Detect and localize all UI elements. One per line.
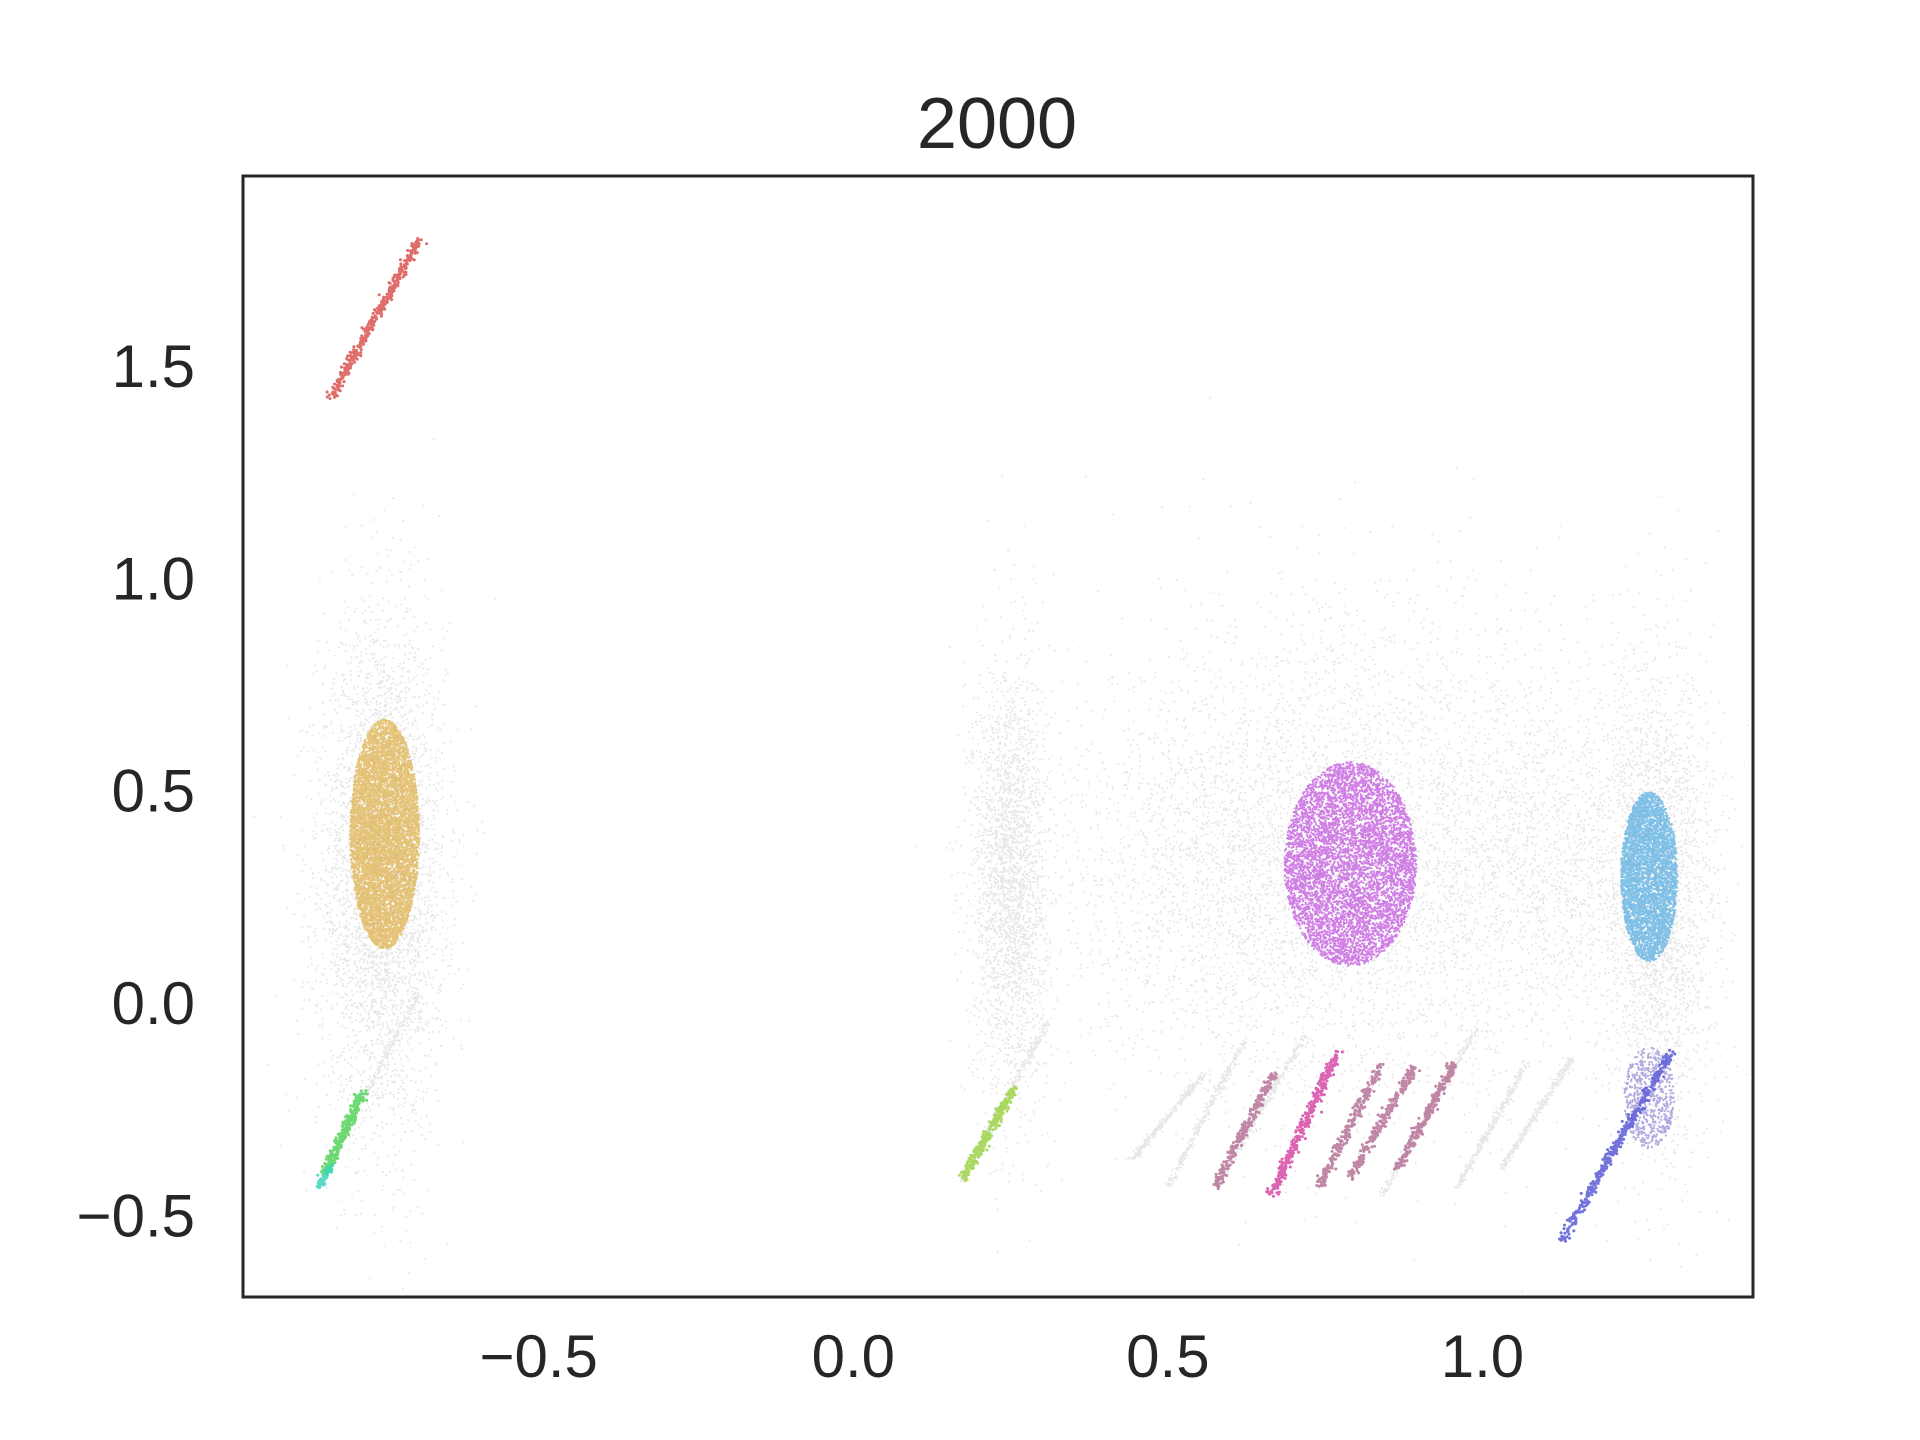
y-tick-label: 0.5 (112, 758, 195, 825)
x-tick-label: 0.5 (1126, 1323, 1209, 1390)
x-tick-label: 1.0 (1441, 1323, 1524, 1390)
chart-title: 2000 (917, 84, 1077, 164)
x-tick-label: 0.0 (812, 1323, 895, 1390)
y-axis: −0.5 0.0 0.5 1.0 1.5 (77, 333, 195, 1249)
x-tick-label: −0.5 (479, 1323, 597, 1390)
plot-area (253, 237, 1749, 1293)
x-axis: −0.5 0.0 0.5 1.0 (479, 1323, 1524, 1390)
series-4-points (1623, 1046, 1676, 1150)
y-tick-label: 1.5 (112, 333, 195, 400)
series-9-points (1212, 1061, 1457, 1191)
series-7-points (957, 1085, 1018, 1183)
series-6-points (315, 1162, 335, 1190)
series-8-points (1265, 1049, 1344, 1198)
series-2-points (1283, 761, 1418, 967)
series-0-points (325, 237, 429, 401)
series-3-points (1620, 791, 1679, 963)
y-tick-label: 1.0 (112, 545, 195, 612)
series-5-points (320, 1089, 369, 1177)
y-tick-label: 0.0 (112, 970, 195, 1037)
background-points (253, 396, 1749, 1293)
series-10-points (1557, 1048, 1677, 1243)
plot-frame (241, 174, 1755, 1299)
series-1-points (348, 718, 421, 950)
y-tick-label: −0.5 (77, 1182, 195, 1249)
